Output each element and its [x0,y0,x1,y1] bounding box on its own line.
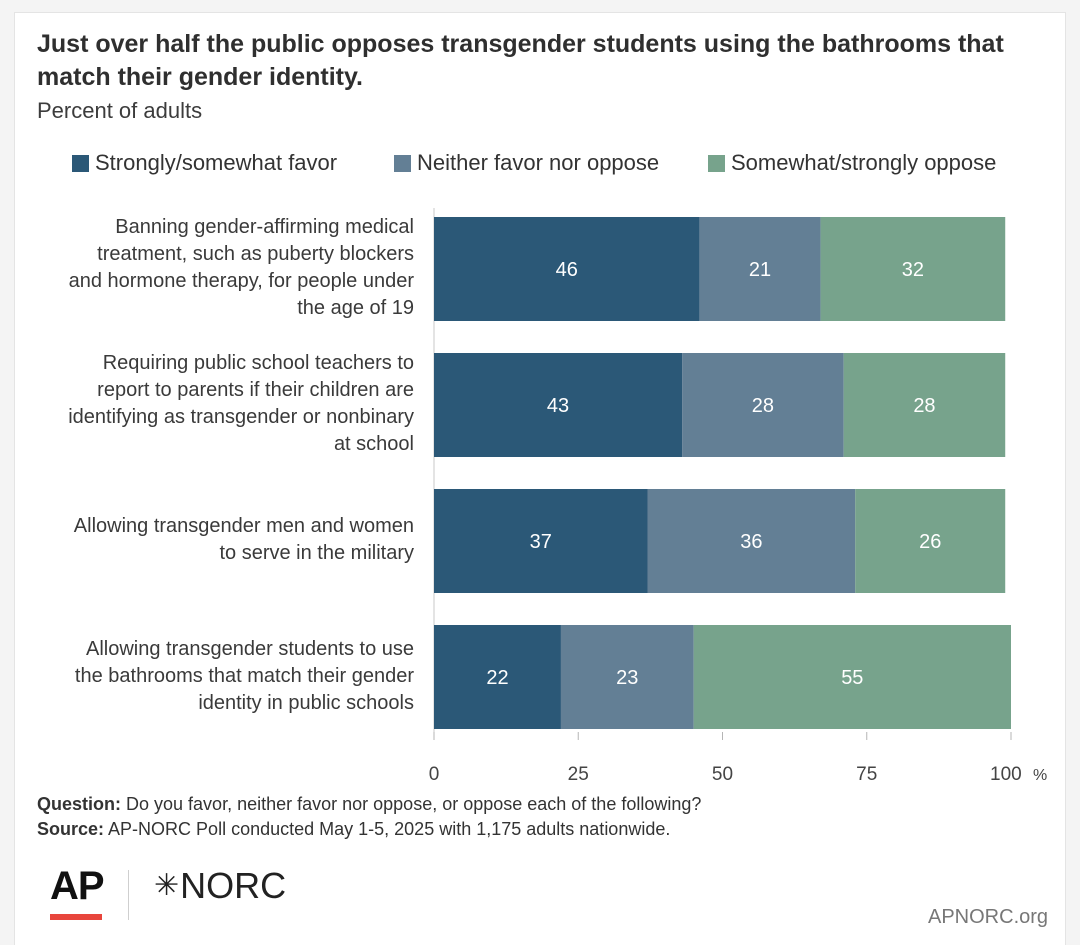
category-label-line: the bathrooms that match their gender [74,664,414,687]
bar-value-label: 46 [556,259,578,281]
bar-segment-oppose [693,625,1011,729]
legend-item-neither: Neither favor nor oppose [394,150,659,176]
legend-label-favor: Strongly/somewhat favor [95,150,338,175]
chart-title: Just over half the public opposes transg… [37,30,1004,91]
bar-value-label: 28 [752,395,774,417]
legend-label-oppose: Somewhat/strongly oppose [731,150,997,175]
ap-logo: AP [50,864,105,908]
norc-logo: ✳ NORC [154,866,286,906]
category-label-line: identity in public schools [198,691,414,714]
category-label: Allowing transgender men and women to ser… [14,513,414,567]
source-note: Source: AP-NORC Poll conducted May 1-5, … [37,819,670,840]
bar-value-label: 21 [749,259,771,281]
ap-logo-underline [50,914,102,920]
chart-card [14,12,1066,945]
bar-chart: 0 25 50 75 100 % 46 21 32 43 28 28 37 36 26 22 23 55 [429,208,1047,785]
legend-swatch-neither [394,154,411,172]
bar-value-label: 23 [616,667,638,689]
category-label: Requiring public school teachers to repor… [14,350,414,458]
bar-segment-favor [434,625,561,729]
category-label-line: report to parents if their children are [97,379,414,401]
bar-value-label: 37 [530,531,552,553]
category-label: Allowing transgender students to use the … [14,636,414,717]
bar-segment-favor [434,489,648,593]
bar-segment-oppose [820,217,1006,321]
category-label-line: treatment, such as puberty blockers [97,243,414,265]
x-tick-label: 100 [990,764,1022,785]
question-text: Do you favor, neither favor nor oppose, … [126,794,702,814]
site-url: APNORC.org [928,906,1049,928]
category-label-line: at school [333,433,414,455]
x-tick-label: 25 [568,764,589,785]
legend-label-neither: Neither favor nor oppose [417,150,660,175]
question-label: Question: [37,794,121,814]
bar-value-label: 28 [913,395,935,417]
question-note: Question: Do you favor, neither favor no… [37,794,701,815]
category-label-line: Banning gender-affirming medical [115,216,414,238]
chart-subtitle: Percent of adults [37,98,203,123]
bar-value-label: 55 [841,667,863,689]
bar-segment-oppose [855,489,1006,593]
bar-segment-favor [434,217,700,321]
x-tick-label: 0 [429,764,440,785]
category-label-line: Allowing transgender men and women [73,515,414,537]
legend-swatch-oppose [708,154,725,172]
x-tick-label: 75 [856,764,877,785]
source-label: Source: [37,819,105,839]
bar-value-label: 32 [902,259,924,281]
norc-star-icon: ✳ [154,869,180,902]
source-text: AP-NORC Poll conducted May 1-5, 2025 wit… [108,819,671,839]
bar-segment-neither [647,489,856,593]
logo-divider [128,870,129,920]
bar-value-label: 43 [547,395,569,417]
bar-segment-neither [560,625,694,729]
norc-logo-text: NORC [180,865,287,906]
bar-value-label: 36 [740,531,762,553]
legend-item-oppose: Somewhat/strongly oppose [708,150,996,176]
category-label-line: the age of 19 [297,297,414,319]
bar-segment-favor [434,353,683,457]
category-label-line: identifying as transgender or nonbinary [68,406,414,428]
category-label-line: Requiring public school teachers to [102,352,414,374]
bar-segment-neither [682,353,844,457]
x-axis-unit-label: % [1033,767,1047,784]
category-label-line: and hormone therapy, for people under [68,270,414,292]
x-tick-label: 50 [712,764,733,785]
bar-segment-oppose [843,353,1006,457]
bar-value-label: 22 [486,667,508,689]
category-label-line: to serve in the military [219,542,414,564]
bar-value-label: 26 [919,531,941,553]
legend-item-favor: Strongly/somewhat favor [72,150,337,176]
category-label: Banning gender-affirming medical treatmen… [14,214,414,322]
bar-segment-neither [699,217,821,321]
legend-swatch-favor [72,154,89,172]
category-label-line: Allowing transgender students to use [86,637,414,660]
